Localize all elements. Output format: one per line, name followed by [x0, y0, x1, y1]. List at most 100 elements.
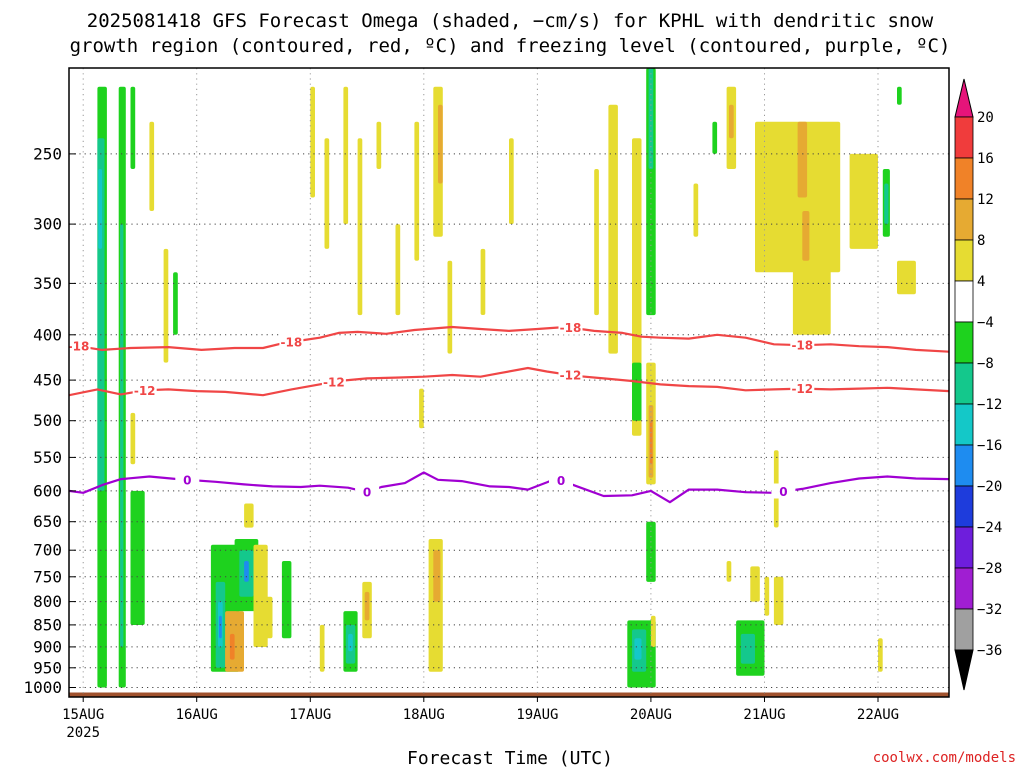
shaded-region-2	[98, 169, 103, 249]
shaded-region-9	[130, 412, 136, 465]
colorbar-bin-3	[954, 239, 974, 282]
contour-label-0-1: -18	[281, 336, 303, 350]
contour-label-1-2: -12	[560, 369, 582, 383]
shaded-region-5	[130, 86, 136, 169]
shaded-region-78	[878, 638, 883, 672]
contour-label-2-0: 0	[183, 473, 191, 487]
shaded-region-36	[414, 121, 420, 261]
colorbar-bin-6	[954, 362, 974, 405]
x-axis-ticks: 15AUG 2025 16AUG 17AUG 18AUG 19AUG 20AUG 21AUG 2…	[62, 697, 899, 741]
shaded-region-72	[797, 121, 808, 198]
shaded-region-76	[884, 183, 889, 225]
shaded-region-39	[447, 260, 453, 354]
shaded-region-44	[509, 138, 514, 225]
y-tick-label-950: 950	[33, 658, 62, 677]
contour-label-bg-1-1	[321, 373, 346, 389]
shaded-region-28	[319, 624, 325, 672]
contour-label-1-3: -12	[791, 382, 813, 396]
colorbar-tick-label-12: −32	[977, 602, 1002, 618]
y-tick-label-550: 550	[33, 448, 62, 467]
x-tick-label-17AUG: 17AUG	[289, 707, 331, 723]
x-tick-label-15AUG: 15AUG	[62, 707, 104, 723]
omega-shading	[97, 68, 916, 688]
credit-text: coolwx.com/models	[873, 750, 1016, 766]
shaded-region-8	[163, 248, 169, 363]
x-tick-label-21AUG: 21AUG	[743, 707, 785, 723]
shaded-region-21	[244, 503, 254, 528]
shaded-region-10	[173, 272, 178, 335]
shaded-region-33	[364, 591, 370, 621]
shaded-region-77	[897, 260, 916, 295]
contour-label-bg-2-3	[771, 483, 796, 499]
shaded-region-60	[712, 121, 718, 154]
shaded-region-62	[729, 104, 734, 139]
y-tick-label-800: 800	[33, 592, 62, 611]
shaded-region-27	[357, 138, 363, 316]
shaded-region-57	[634, 638, 642, 660]
plot-frame	[68, 67, 950, 698]
contour-label-bg-0-0	[69, 338, 91, 354]
y-tick-label-450: 450	[33, 371, 62, 390]
shaded-region-70	[755, 121, 841, 273]
colorbar-bin-11	[954, 567, 974, 610]
x-tick-label-22AUG: 22AUG	[857, 707, 899, 723]
surface-layer	[69, 692, 949, 697]
shaded-region-50	[648, 68, 654, 169]
contour-label-bg-2-2	[549, 472, 573, 488]
shaded-region-34	[376, 121, 382, 169]
shaded-region-42	[419, 388, 424, 429]
y-tick-label-750: 750	[33, 567, 62, 586]
x-tick-label-18AUG: 18AUG	[403, 707, 445, 723]
contour-label-bg-1-0	[132, 382, 157, 398]
y-tick-label-350: 350	[33, 274, 62, 293]
shaded-region-6	[130, 490, 145, 625]
shaded-region-65	[740, 633, 755, 664]
shaded-region-19	[244, 561, 249, 582]
colorbar-bin-1	[954, 157, 974, 200]
y-tick-label-250: 250	[33, 144, 62, 163]
shaded-region-66	[750, 566, 760, 602]
shaded-region-38	[438, 104, 443, 184]
shaded-region-25	[324, 138, 330, 249]
contour-line-0	[69, 325, 949, 353]
colorbar-tick-label-7: −12	[977, 397, 1002, 413]
contour-label-bg-0-1	[279, 334, 304, 349]
shaded-region-71	[792, 260, 831, 335]
contour-label-1-0: -12	[134, 384, 156, 398]
colorbar-bin-9	[954, 485, 974, 528]
shaded-region-23	[263, 596, 273, 639]
x-tick-label-16AUG: 16AUG	[176, 707, 218, 723]
shaded-region-59	[693, 183, 699, 237]
surface-band	[69, 692, 949, 697]
y-tick-label-1000: 1000	[23, 678, 62, 697]
y-tick-label-900: 900	[33, 637, 62, 656]
colorbar-bin-2	[954, 198, 974, 241]
shaded-region-4	[120, 224, 124, 647]
x-tick-sublabel-15AUG: 2025	[66, 725, 100, 741]
shaded-region-73	[802, 211, 810, 261]
contour-label-2-1: 0	[363, 486, 371, 500]
colorbar-tick-label-6: −8	[977, 356, 994, 372]
colorbar-bin-8	[954, 444, 974, 487]
x-tick-label-20AUG: 20AUG	[630, 707, 672, 723]
colorbar-over-triangle	[954, 78, 974, 118]
colorbar-tick-label-1: 16	[977, 151, 994, 167]
colorbar-tick-label-5: −4	[977, 315, 994, 331]
shaded-region-48	[632, 362, 642, 421]
shaded-region-49	[646, 68, 656, 316]
y-tick-label-850: 850	[33, 615, 62, 634]
colorbar-bin-4	[954, 280, 974, 323]
contour-label-bg-0-2	[558, 319, 583, 335]
grid-lines	[69, 68, 949, 697]
shaded-region-43	[480, 248, 486, 315]
shaded-region-79	[897, 86, 902, 105]
contour-label-2-2: 0	[557, 474, 565, 488]
y-tick-label-600: 600	[33, 481, 62, 500]
colorbar-tick-label-8: −16	[977, 438, 1002, 454]
shaded-region-22	[281, 561, 292, 639]
shaded-region-35	[395, 224, 401, 316]
shaded-region-26	[343, 86, 349, 225]
contour-line-2	[69, 471, 949, 504]
x-tick-label-19AUG: 19AUG	[516, 707, 558, 723]
y-tick-label-400: 400	[33, 325, 62, 344]
